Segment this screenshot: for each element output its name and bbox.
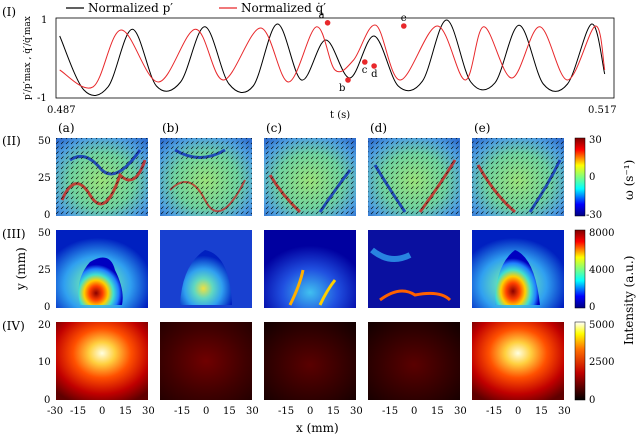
ch-map-d (368, 322, 460, 400)
marker-label-b: b (339, 83, 345, 94)
colorbar-oh-tick-top: 8000 (589, 228, 614, 239)
x-tick-left: 0.487 (47, 105, 76, 116)
row2-y-tick-50: 50 (38, 136, 51, 147)
y-axis-label-mm: y (mm) (14, 247, 28, 291)
row2-y-tick-25: 25 (38, 173, 51, 184)
oh-maps (56, 230, 564, 308)
oh-map-b (160, 230, 252, 308)
marker-point-e (401, 23, 407, 29)
x-tick-right: 0.517 (588, 105, 617, 116)
vorticity-map-a (56, 138, 148, 216)
x-tick-col2-4: 30 (350, 406, 363, 417)
x-axis-label-mm: x (mm) (296, 421, 339, 435)
x-tick-col3-4: 30 (454, 406, 467, 417)
y-tick-top: 1 (41, 15, 47, 26)
colorbar-vorticity-label: ω (s⁻¹) (622, 160, 636, 200)
x-tick-col1-2: 0 (203, 406, 209, 417)
legend-label-pressure: Normalized p′ (88, 1, 173, 15)
colorbar-oh-tick-bottom: 0 (589, 302, 595, 313)
x-tick-col2-2: 0 (307, 406, 313, 417)
x-axis-label-time: t (s) (330, 110, 350, 121)
oh-map-e (472, 230, 564, 308)
ch-map-a (56, 322, 148, 400)
colorbar-ch-tick-mid: 2500 (589, 357, 614, 368)
row4-y-tick-20: 20 (38, 320, 51, 331)
row4-y-tick-10: 10 (38, 357, 51, 368)
marker-label-c: c (362, 65, 368, 76)
line-plot: a b c d e (59, 10, 606, 96)
colorbar-vorticity-tick-bottom: -30 (586, 210, 602, 221)
marker-point-a (324, 20, 331, 26)
series-line-pressure (59, 19, 606, 96)
x-tick-col2-1: -15 (278, 406, 294, 417)
x-tick-col0-4: 30 (142, 406, 155, 417)
panel-label-iv: (IV) (2, 319, 25, 333)
x-tick-col3-3: 15 (431, 406, 444, 417)
column-label-c: (c) (266, 121, 282, 135)
series-line-heat-release (59, 24, 606, 89)
colorbar-vorticity-tick-mid: 0 (589, 172, 595, 183)
x-tick-col0-0: -30 (47, 406, 63, 417)
legend: Normalized p′ Normalized q̇′ (66, 1, 326, 15)
x-tick-col0-3: 15 (119, 406, 132, 417)
line-plot-area (55, 17, 615, 99)
vorticity-map-e (472, 138, 564, 216)
marker-point-c (362, 59, 368, 65)
panel-label-iii: (III) (2, 227, 26, 241)
oh-map-a (56, 230, 148, 308)
x-tick-col2-3: 15 (327, 406, 340, 417)
column-label-b: (b) (162, 121, 179, 135)
y-tick-bottom: -1 (37, 93, 47, 104)
row4-y-tick-0: 0 (44, 395, 50, 406)
vorticity-map-b (160, 138, 252, 216)
colorbar-vorticity (574, 137, 586, 217)
oh-map-c (264, 230, 356, 308)
row3-y-tick-50: 50 (38, 228, 51, 239)
colorbar-ch-tick-bottom: 0 (589, 395, 595, 406)
x-tick-col1-3: 15 (223, 406, 236, 417)
ch-maps (56, 322, 564, 400)
column-label-e: (e) (474, 121, 490, 135)
marker-label-a: a (319, 10, 325, 21)
x-tick-col4-4: 30 (558, 406, 571, 417)
colorbar-ch-tick-top: 5000 (589, 320, 614, 331)
x-tick-col1-4: 30 (246, 406, 259, 417)
legend-label-heat-release: Normalized q̇′ (241, 1, 326, 15)
x-tick-col4-1: -15 (486, 406, 502, 417)
x-ticks-bottom: -30 -15 0 15 30 -15 0 15 30 -15 0 15 30 -15 0 15 30 -15 0 1… (47, 406, 571, 417)
column-label-a: (a) (58, 121, 75, 135)
row3-y-tick-25: 25 (38, 265, 51, 276)
ch-map-e (472, 322, 564, 400)
colorbar-intensity-label: Intensity (a.u.) (622, 256, 636, 345)
colorbar-oh (574, 229, 586, 309)
x-tick-col4-2: 0 (515, 406, 521, 417)
colorbar-oh-tick-mid: 4000 (589, 265, 614, 276)
row3-y-tick-0: 0 (44, 302, 50, 313)
colorbar-vorticity-tick-top: 30 (589, 135, 602, 146)
x-tick-col0-2: 0 (99, 406, 105, 417)
vorticity-maps (56, 138, 564, 216)
marker-label-e: e (401, 13, 407, 24)
panel-label-ii: (II) (2, 134, 21, 148)
x-tick-col3-2: 0 (411, 406, 417, 417)
vorticity-map-c (264, 138, 356, 216)
row2-y-tick-0: 0 (44, 210, 50, 221)
ch-map-c (264, 322, 356, 400)
panel-label-i: (I) (2, 5, 16, 19)
ch-map-b (160, 322, 252, 400)
x-tick-col4-3: 15 (535, 406, 548, 417)
colorbar-ch (574, 321, 586, 401)
marker-point-b (345, 77, 351, 83)
oh-map-d (368, 230, 460, 308)
x-tick-col1-1: -15 (174, 406, 190, 417)
marker-point-d (371, 63, 377, 69)
y-axis-label-normalized: p′/p′max , q̇′/q̇′max (23, 16, 33, 100)
column-label-d: (d) (370, 121, 387, 135)
x-tick-col0-1: -15 (70, 406, 86, 417)
marker-label-d: d (371, 69, 378, 80)
vorticity-map-d (368, 138, 460, 216)
x-tick-col3-1: -15 (382, 406, 398, 417)
